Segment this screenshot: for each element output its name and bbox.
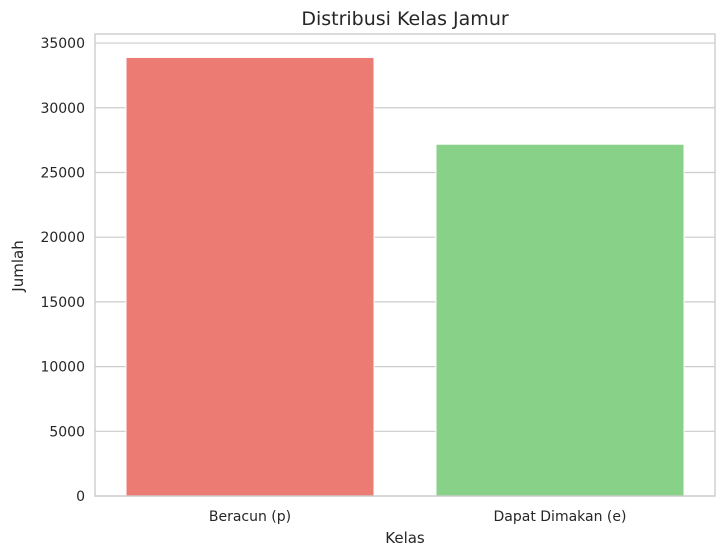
x-axis-label: Kelas (385, 529, 425, 547)
x-tick-label: Beracun (p) (209, 509, 291, 525)
y-tick-label: 30000 (40, 101, 85, 117)
bars (125, 56, 685, 497)
chart-title: Distribusi Kelas Jamur (301, 8, 509, 30)
y-tick-label: 25000 (40, 165, 85, 181)
y-tick-label: 15000 (40, 295, 85, 311)
y-tick-label: 0 (76, 489, 85, 505)
y-tick-label: 35000 (40, 36, 85, 52)
y-tick-label: 5000 (49, 424, 85, 440)
x-tick-label: Dapat Dimakan (e) (494, 509, 627, 525)
y-tick-label: 20000 (40, 230, 85, 246)
y-axis-label: Jumlah (9, 240, 27, 292)
y-tick-labels: 0 5000 10000 15000 20000 25000 30000 35000 (40, 36, 85, 505)
bar (435, 143, 685, 497)
x-tick-labels: Beracun (p) Dapat Dimakan (e) (209, 509, 627, 525)
plot-frame (94, 33, 716, 497)
bar (125, 56, 375, 497)
y-tick-label: 10000 (40, 360, 85, 376)
